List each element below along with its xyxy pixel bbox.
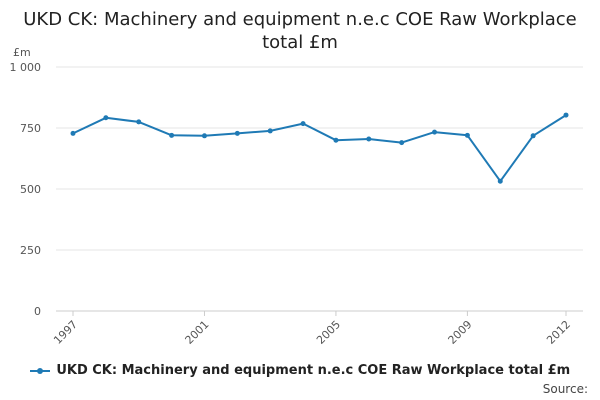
data-point-2005[interactable]	[333, 137, 339, 143]
y-axis-unit-label: £m	[13, 46, 31, 59]
gridlines	[56, 66, 583, 312]
series-layer	[70, 112, 569, 184]
y-tick-label: 250	[20, 244, 41, 257]
data-point-2008[interactable]	[432, 129, 438, 135]
data-point-1998[interactable]	[103, 115, 109, 121]
legend-series-label: UKD CK: Machinery and equipment n.e.c CO…	[56, 363, 571, 378]
data-point-2004[interactable]	[300, 121, 306, 127]
legend-series-marker	[29, 365, 50, 377]
data-point-2009[interactable]	[464, 132, 470, 138]
y-tick-label: 750	[20, 122, 41, 135]
data-point-2006[interactable]	[366, 136, 372, 142]
source-label: Source:	[542, 382, 588, 396]
y-tick-label: 500	[20, 183, 41, 196]
x-tick-label: 2009	[446, 318, 475, 347]
data-point-1999[interactable]	[136, 119, 142, 125]
y-axis: 0 250 500 750 1 000	[10, 61, 42, 318]
y-tick-label: 0	[34, 305, 41, 318]
x-tick-label: 2001	[183, 318, 212, 347]
legend[interactable]: UKD CK: Machinery and equipment n.e.c CO…	[0, 363, 600, 378]
data-point-2001[interactable]	[201, 133, 207, 139]
data-point-2000[interactable]	[169, 132, 175, 138]
data-point-2003[interactable]	[267, 128, 273, 134]
data-point-1997[interactable]	[70, 130, 76, 136]
data-point-2011[interactable]	[530, 133, 536, 139]
data-point-2012[interactable]	[563, 112, 569, 118]
chart-title: UKD CK: Machinery and equipment n.e.c CO…	[23, 9, 577, 53]
data-point-2007[interactable]	[399, 140, 405, 146]
x-tick-label: 2005	[314, 318, 343, 347]
series-line	[72, 114, 567, 183]
y-tick-label: 1 000	[10, 61, 42, 74]
x-axis: 1997 2001 2005 2009 2012	[51, 311, 573, 347]
data-point-2002[interactable]	[234, 130, 240, 136]
data-point-2010[interactable]	[497, 178, 503, 184]
x-tick-label: 2012	[544, 318, 573, 347]
x-tick-label: 1997	[51, 318, 80, 347]
